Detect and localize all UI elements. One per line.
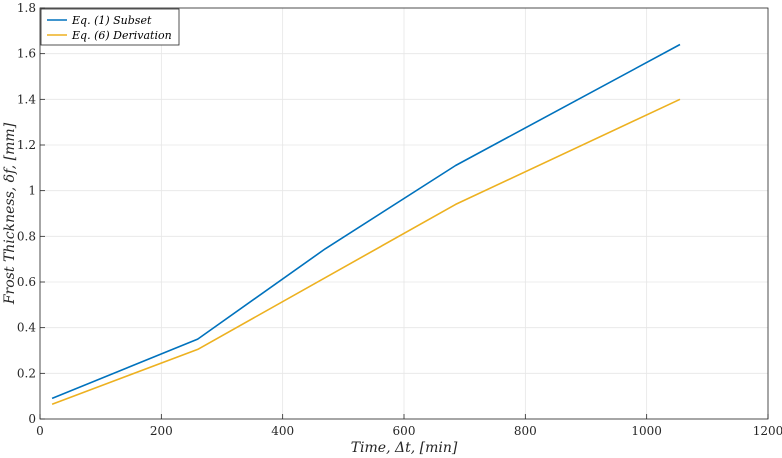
legend: Eq. (1) Subset Eq. (6) Derivation bbox=[40, 8, 180, 46]
series-line-2 bbox=[51, 98, 681, 405]
y-tick-label: 0.2 bbox=[17, 366, 36, 380]
y-tick-label: 1 bbox=[28, 184, 36, 198]
y-tick-label: 0.8 bbox=[17, 229, 36, 243]
x-tick-label: 600 bbox=[393, 424, 416, 438]
y-tick-label: 0 bbox=[28, 412, 36, 426]
y-tick-label: 0.4 bbox=[17, 321, 36, 335]
y-tick-label: 1.2 bbox=[17, 138, 36, 152]
x-tick-label: 800 bbox=[514, 424, 537, 438]
legend-box bbox=[40, 8, 180, 46]
x-tick-label: 0 bbox=[36, 424, 44, 438]
legend-label-2: Eq. (6) Derivation bbox=[71, 29, 172, 42]
y-axis-label: Frost Thickness, δf, [mm] bbox=[2, 122, 18, 305]
x-tick-label: 1200 bbox=[753, 424, 782, 438]
y-tick-label: 1.8 bbox=[17, 1, 36, 15]
legend-label-1: Eq. (1) Subset bbox=[71, 14, 152, 27]
x-tick-label: 200 bbox=[150, 424, 173, 438]
y-tick-label: 1.6 bbox=[17, 47, 36, 61]
y-tick-label: 1.4 bbox=[17, 92, 36, 106]
series-line-1 bbox=[51, 43, 681, 400]
x-tick-label: 1000 bbox=[631, 424, 662, 438]
axis-ticks: 0 200 400 600 800 1000 1200 0 0.2 0.4 0.6 0.8 1 1.2 1.… bbox=[17, 1, 782, 438]
y-tick-label: 0.6 bbox=[17, 275, 36, 289]
x-axis-label: Time, Δt, [min] bbox=[351, 440, 458, 456]
x-tick-label: 400 bbox=[271, 424, 294, 438]
series-layer bbox=[51, 43, 681, 405]
grid-lines bbox=[39, 7, 769, 420]
